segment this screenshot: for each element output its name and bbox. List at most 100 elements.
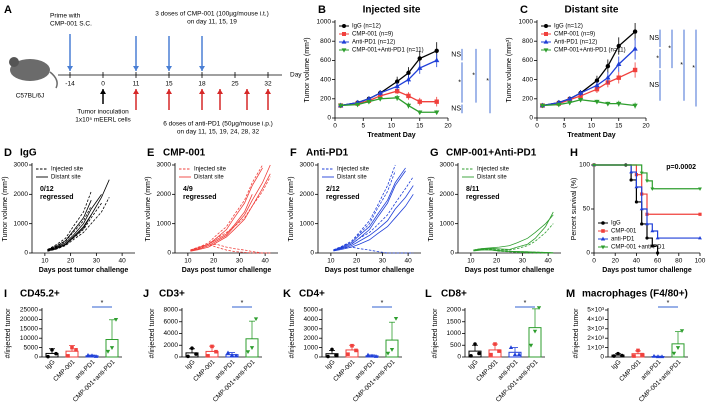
y-tick-label: 500 bbox=[450, 342, 461, 349]
data-point bbox=[616, 43, 621, 49]
data-point bbox=[605, 101, 611, 107]
data-point bbox=[639, 171, 644, 175]
data-point bbox=[385, 351, 391, 356]
x-tick-label: 40 bbox=[119, 258, 127, 265]
chart-title: Anti-PD1 bbox=[306, 148, 349, 159]
legend-label: Distant site bbox=[337, 175, 367, 181]
series-line bbox=[333, 170, 406, 251]
x-tick-label: 100 bbox=[695, 258, 706, 265]
data-point bbox=[225, 350, 231, 355]
x-tick-label: CMP-001 bbox=[192, 358, 217, 383]
y-tick-label: 25000 bbox=[20, 307, 38, 314]
y-tick-label: 0 bbox=[314, 354, 318, 361]
significance-label: NS bbox=[451, 51, 461, 58]
y-tick-label: 1000 bbox=[304, 344, 319, 351]
data-point bbox=[377, 97, 383, 102]
x-tick-label: 5 bbox=[562, 123, 566, 130]
data-point bbox=[417, 99, 422, 104]
annotation: 6 doses of anti-PD1 (50µg/mouse i.p.) bbox=[163, 121, 273, 128]
series-line bbox=[190, 164, 263, 251]
data-point bbox=[516, 352, 522, 357]
data-point bbox=[434, 99, 439, 104]
y-tick-label: 3000 bbox=[157, 162, 172, 169]
y-axis-label: Tumor volume (mm³) bbox=[288, 176, 295, 241]
y-tick-label: 0 bbox=[24, 250, 28, 257]
data-point bbox=[632, 29, 638, 34]
timeline-label: 25 bbox=[231, 81, 239, 88]
series-line bbox=[340, 97, 437, 113]
data-point bbox=[394, 96, 400, 101]
y-tick-label: 400 bbox=[522, 76, 533, 83]
chart-title: Injected site bbox=[363, 5, 421, 16]
x-tick-label: 20 bbox=[67, 258, 75, 265]
y-tick-label: 3000 bbox=[440, 162, 455, 169]
data-point bbox=[645, 236, 649, 240]
y-tick-label: 1000 bbox=[317, 19, 332, 26]
x-tick-label: 80 bbox=[675, 258, 683, 265]
data-point bbox=[620, 353, 624, 358]
data-point bbox=[512, 352, 518, 357]
legend-label: CMP-001 +anti-PD1 bbox=[611, 245, 666, 251]
y-tick-label: 2000 bbox=[304, 335, 319, 342]
data-point bbox=[393, 317, 399, 321]
y-tick-label: 4000 bbox=[304, 316, 319, 323]
data-point bbox=[640, 222, 644, 226]
data-point bbox=[354, 102, 361, 108]
y-tick-label: 0 bbox=[457, 354, 461, 361]
x-axis-label: Treatment Day bbox=[367, 132, 415, 139]
x-tick-label: 30 bbox=[379, 258, 387, 265]
data-point bbox=[210, 344, 214, 349]
y-axis-label: #/injected tumor bbox=[573, 308, 580, 358]
arrow-head bbox=[199, 66, 205, 71]
legend-label: Distant site bbox=[51, 175, 81, 181]
annotation: CMP-001 S.C. bbox=[50, 21, 92, 28]
x-tick-label: 40 bbox=[405, 258, 413, 265]
y-tick-label: 0 bbox=[450, 250, 454, 257]
x-tick-label: 10 bbox=[41, 258, 49, 265]
data-point bbox=[366, 95, 372, 101]
annotation: regressed bbox=[326, 194, 359, 201]
x-axis-label: Treatment Day bbox=[567, 132, 615, 139]
y-tick-label: 0 bbox=[327, 115, 331, 122]
data-point bbox=[605, 74, 611, 80]
arrow-head bbox=[100, 89, 106, 94]
x-tick-label: 20 bbox=[210, 258, 218, 265]
y-axis-label: Tumor volume (mm³) bbox=[304, 37, 311, 102]
legend-marker bbox=[601, 229, 605, 233]
y-tick-label: 50 bbox=[583, 206, 591, 213]
y-tick-label: 2000 bbox=[157, 191, 172, 198]
y-tick-label: 3000 bbox=[14, 162, 29, 169]
y-tick-label: 1000 bbox=[157, 220, 172, 227]
legend-label: IgG bbox=[611, 221, 621, 227]
data-point bbox=[629, 178, 633, 182]
panel-label: K bbox=[283, 288, 291, 300]
y-tick-label: 600 bbox=[522, 57, 533, 64]
x-tick-label: 30 bbox=[519, 258, 527, 265]
data-point bbox=[698, 235, 702, 240]
data-point bbox=[105, 349, 111, 354]
data-point bbox=[109, 346, 115, 350]
data-point bbox=[632, 67, 638, 73]
data-point bbox=[46, 354, 50, 359]
y-axis-label: Tumor volume (mm³) bbox=[145, 176, 152, 241]
data-point bbox=[334, 353, 338, 357]
series-line bbox=[333, 167, 406, 251]
data-point bbox=[645, 221, 649, 226]
series-line bbox=[340, 59, 437, 107]
series-line bbox=[190, 176, 271, 252]
data-point bbox=[354, 348, 358, 353]
chart-title: macrophages (F4/80+) bbox=[582, 289, 688, 300]
series-line bbox=[333, 185, 414, 252]
data-point bbox=[567, 100, 573, 106]
panel-label: F bbox=[290, 147, 297, 159]
y-tick-label: 0 bbox=[586, 250, 590, 257]
panel-label: A bbox=[4, 4, 12, 16]
panel-label: J bbox=[143, 288, 149, 300]
data-point bbox=[577, 90, 584, 95]
x-tick-label: 20 bbox=[612, 258, 620, 265]
series-line bbox=[47, 179, 110, 252]
y-axis-label: Percent survival (%) bbox=[571, 178, 578, 241]
data-point bbox=[50, 348, 54, 352]
chart-title: CD45.2+ bbox=[20, 289, 60, 300]
data-point bbox=[539, 103, 546, 109]
